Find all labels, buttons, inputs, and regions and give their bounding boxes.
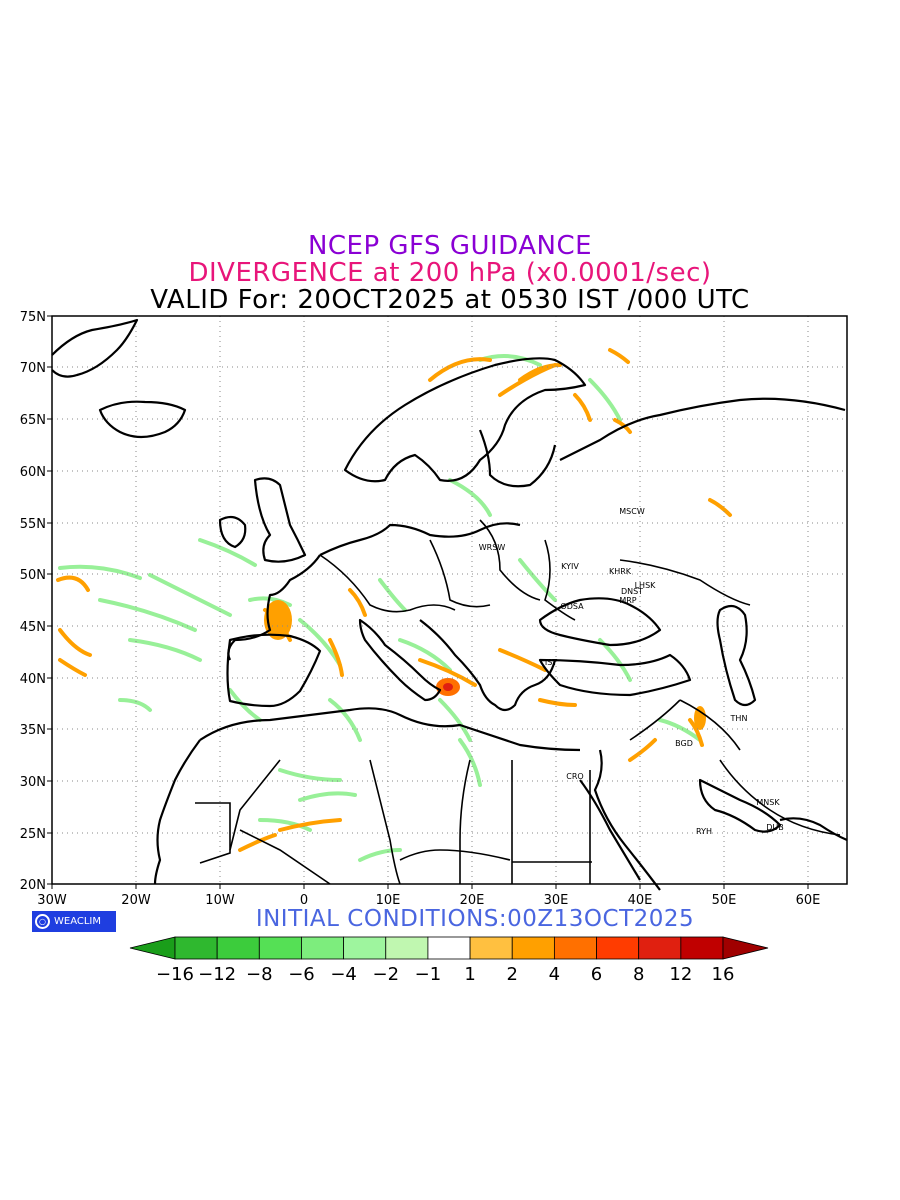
lon-label: 60E — [796, 893, 821, 908]
colorbar-high-arrow — [722, 936, 769, 960]
lat-label: 50N — [20, 568, 46, 583]
colorbar-label: 4 — [549, 964, 560, 985]
lat-label: 60N — [20, 465, 46, 480]
lon-label: 20E — [460, 893, 485, 908]
lon-label: 50E — [712, 893, 737, 908]
lat-label: 55N — [20, 517, 46, 532]
lat-label: 45N — [20, 620, 46, 635]
colorbar-label: −8 — [246, 964, 273, 985]
colorbar-segment — [553, 936, 597, 960]
colorbar-segment — [216, 936, 260, 960]
lat-label: 35N — [20, 723, 46, 738]
lon-label: 0 — [300, 893, 308, 908]
city-label: DUB — [766, 823, 784, 832]
lon-label: 10E — [376, 893, 401, 908]
initial-conditions-label: INITIAL CONDITIONS:00Z13OCT2025 — [255, 906, 695, 932]
colorbar: −16 −12 −8 −6 −4 −2 −1 1 2 4 6 8 12 16 — [129, 936, 769, 985]
colorbar-segment — [638, 936, 682, 960]
city-label: IST — [545, 658, 557, 667]
colorbar-segment — [174, 936, 218, 960]
city-label: BGD — [675, 739, 693, 748]
colorbar-label: −6 — [288, 964, 315, 985]
colorbar-segment — [680, 936, 724, 960]
city-label: THN — [730, 714, 748, 723]
city-label: CRO — [566, 772, 583, 781]
colorbar-segment — [596, 936, 640, 960]
colorbar-low-arrow — [129, 936, 176, 960]
title-line-2: DIVERGENCE at 200 hPa (x0.0001/sec) — [188, 258, 712, 288]
colorbar-segment — [385, 936, 429, 960]
country-borders — [195, 519, 841, 885]
lon-label: 30W — [37, 893, 67, 908]
lat-label: 65N — [20, 413, 46, 428]
lat-label: 40N — [20, 672, 46, 687]
colorbar-label: −12 — [198, 964, 236, 985]
longitude-labels: 30W 20W 10W 0 10E 20E 30E 40E 50E 60E — [37, 884, 820, 908]
lon-label: 30E — [544, 893, 569, 908]
lat-label: 75N — [20, 310, 46, 325]
colorbar-segment — [427, 936, 471, 960]
latitude-labels: 75N 70N 65N 60N 55N 50N 45N 40N 35N 30N 25N 20N — [20, 310, 52, 893]
city-label: ODSA — [560, 602, 584, 611]
city-label: RYH — [696, 827, 712, 836]
city-label: DNST — [621, 587, 643, 596]
colorbar-label: 16 — [712, 964, 735, 985]
colorbar-segment — [469, 936, 513, 960]
title-line-3: VALID For: 20OCT2025 at 0530 IST /000 UT… — [150, 285, 750, 315]
city-label: KYIV — [561, 562, 579, 571]
colorbar-label: 1 — [464, 964, 475, 985]
colorbar-label: 2 — [507, 964, 518, 985]
lon-label: 40E — [628, 893, 653, 908]
colorbar-label: −1 — [415, 964, 442, 985]
lat-label: 30N — [20, 775, 46, 790]
city-label: LHSK — [635, 581, 657, 590]
city-label: KHRK — [609, 567, 632, 576]
colorbar-segment — [301, 936, 345, 960]
colorbar-segment — [343, 936, 387, 960]
colorbar-segment — [511, 936, 555, 960]
colorbar-label: 12 — [669, 964, 692, 985]
plot-frame — [51, 315, 848, 885]
map-figure: 75N 70N 65N 60N 55N 50N 45N 40N 35N 30N 25N 20N 30W… — [20, 310, 848, 985]
city-label: MSCW — [619, 507, 645, 516]
colorbar-label: 6 — [591, 964, 602, 985]
weaclim-badge: ○ WEACLIM — [32, 911, 116, 932]
colorbar-label: −2 — [372, 964, 399, 985]
colorbar-label: 8 — [633, 964, 644, 985]
colorbar-label: −16 — [156, 964, 194, 985]
divergence-field — [56, 348, 732, 862]
city-label: MRP — [619, 596, 636, 605]
lat-label: 20N — [20, 878, 46, 893]
city-label: WRSW — [479, 543, 506, 552]
lon-label: 20W — [121, 893, 151, 908]
coastlines — [51, 318, 848, 891]
title-line-1: NCEP GFS GUIDANCE — [307, 231, 593, 261]
lat-label: 70N — [20, 361, 46, 376]
lat-label: 25N — [20, 827, 46, 842]
city-label: MNSK — [756, 798, 780, 807]
weaclim-logo-icon: ○ — [35, 914, 50, 929]
lon-label: 10W — [205, 893, 235, 908]
colorbar-label: −4 — [330, 964, 357, 985]
colorbar-segment — [258, 936, 302, 960]
badge-text: WEACLIM — [54, 916, 102, 927]
